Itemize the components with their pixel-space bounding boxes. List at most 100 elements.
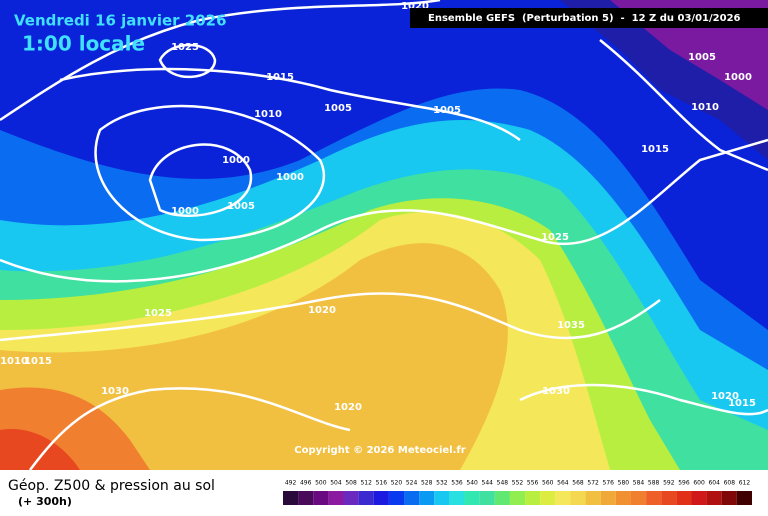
isobars	[0, 0, 768, 471]
isobar	[29, 387, 351, 471]
field-light-orange	[0, 243, 508, 470]
scale-label: 492	[285, 480, 297, 487]
isobar-label: 1005	[227, 201, 255, 212]
scale-label: 608	[724, 480, 736, 487]
scale-swatch	[555, 491, 571, 505]
scale-label: 496	[300, 480, 312, 487]
isobar-label: 1010	[254, 109, 282, 120]
scale-swatch	[343, 491, 359, 505]
scale-swatch	[494, 491, 510, 505]
isobar-label: 1000	[222, 155, 250, 166]
isobar	[0, 138, 768, 283]
copyright: Copyright © 2026 Meteociel.fr	[294, 445, 465, 456]
model-info: Ensemble GEFS (Perturbation 5) - 12 Z du…	[428, 13, 741, 24]
scale-label: 528	[421, 480, 433, 487]
isobar	[0, 292, 661, 342]
scale-label: 548	[497, 480, 509, 487]
scale-label: 536	[451, 480, 463, 487]
scale-label: 532	[436, 480, 448, 487]
scale-swatch	[509, 491, 526, 505]
scale-label: 520	[391, 480, 403, 487]
scale-label: 516	[376, 480, 388, 487]
isobar-label: 1020	[308, 305, 336, 316]
scale-swatch	[449, 491, 465, 505]
scale-swatch	[525, 491, 541, 505]
scale-label: 500	[315, 480, 327, 487]
scale-label: 592	[663, 480, 675, 487]
isobar-label: 1010	[691, 102, 719, 113]
scale-swatch	[388, 491, 405, 505]
isobar	[148, 143, 253, 217]
isobar-label: 1015	[641, 144, 669, 155]
isobar-label: 1020	[334, 402, 362, 413]
isobar-label: 1025	[144, 308, 172, 319]
scale-swatch	[298, 491, 314, 505]
scale-swatch	[373, 491, 389, 505]
date: Vendredi 16 janvier 2026	[14, 12, 227, 30]
field-red	[0, 429, 80, 470]
scale-label: 568	[572, 480, 584, 487]
scale-swatch	[419, 491, 435, 505]
isobar-label: 1025	[541, 232, 569, 243]
scale-label: 508	[345, 480, 357, 487]
isobar-label: 1010	[0, 356, 28, 367]
scale-swatch	[540, 491, 556, 505]
isobar-label: 1005	[324, 103, 352, 114]
scale-swatch	[646, 491, 662, 505]
scale-label: 540	[466, 480, 478, 487]
scale-label: 588	[648, 480, 660, 487]
scale-swatch	[736, 491, 752, 505]
scale-label: 564	[557, 480, 569, 487]
scale-swatch	[464, 491, 480, 505]
scale-label: 572	[587, 480, 599, 487]
isobar-label: 1005	[688, 52, 716, 63]
scale-label: 584	[633, 480, 645, 487]
scale-label: 576	[603, 480, 615, 487]
isobar-label: 1000	[724, 72, 752, 83]
scale-label: 552	[512, 480, 524, 487]
isobar-label: 1015	[266, 72, 294, 83]
model-banner	[410, 8, 768, 28]
scale-swatch	[615, 491, 631, 505]
scale-swatch	[328, 491, 344, 505]
isobar-label: 1000	[171, 206, 199, 217]
isobar-label: 1020	[401, 1, 429, 12]
scale-swatch	[313, 491, 329, 505]
scale-swatch	[721, 491, 737, 505]
scale-swatch	[283, 491, 299, 505]
scale-swatch	[661, 491, 677, 505]
isobar	[519, 383, 768, 416]
isobar-label: 1020	[711, 391, 739, 402]
scale-swatch	[600, 491, 616, 505]
isobar-label: 1030	[101, 386, 129, 397]
isobar-label: 1000	[276, 172, 304, 183]
scale-label: 560	[542, 480, 554, 487]
scale-label: 512	[360, 480, 372, 487]
scale-swatch	[570, 491, 586, 505]
isobar	[599, 39, 768, 172]
local-time: 1:00 locale	[22, 32, 145, 56]
scale-label: 524	[406, 480, 418, 487]
scale-label: 612	[739, 480, 751, 487]
scale-swatch	[585, 491, 601, 505]
scale-label: 604	[708, 480, 720, 487]
scale-swatch	[479, 491, 495, 505]
isobar	[0, 0, 441, 122]
legend-title: Géop. Z500 & pression au sol	[8, 478, 215, 494]
forecast-range: (+ 300h)	[18, 495, 72, 508]
isobar	[59, 67, 521, 142]
scale-label: 504	[330, 480, 342, 487]
scale-label: 596	[678, 480, 690, 487]
isobar	[158, 43, 217, 79]
isobar-label: 1015	[24, 356, 52, 367]
scale-label: 544	[482, 480, 494, 487]
scale-swatch	[706, 491, 722, 505]
isobar-label: 1005	[433, 105, 461, 116]
isobar	[94, 104, 326, 242]
isobar-label: 1035	[557, 320, 585, 331]
scale-label: 600	[693, 480, 705, 487]
scale-swatch	[630, 491, 647, 505]
isobar-label: 1015	[728, 398, 756, 409]
isobar-label: 1025	[171, 42, 199, 53]
